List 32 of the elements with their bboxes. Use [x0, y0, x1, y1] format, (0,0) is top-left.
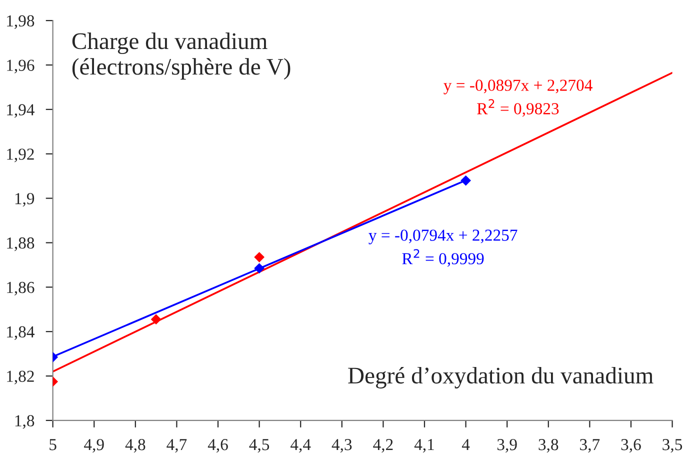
x-tick-label: 3,9	[497, 439, 517, 453]
x-tick-label: 4,6	[208, 439, 228, 453]
x-tick-label: 3,6	[621, 439, 641, 453]
y-tick-label: 1,84	[7, 326, 35, 340]
y-tick-label: 1,98	[7, 15, 34, 29]
x-tick-label: 3,5	[662, 439, 682, 453]
y-tick-label: 1,8	[15, 415, 34, 429]
x-tick-label: 5	[50, 439, 56, 450]
x-tick-label: 4,8	[125, 438, 146, 453]
y-tick-label: 1,94	[7, 104, 35, 118]
x-tick-label: 4,2	[373, 439, 393, 453]
y-tick-label: 1,88	[7, 237, 34, 252]
x-tick-label: 3,8	[538, 438, 558, 453]
y-tick-label: 1,86	[7, 282, 34, 296]
x-tick-label: 4,1	[414, 439, 434, 453]
y-tick-label: 1,92	[7, 148, 34, 162]
point	[254, 263, 265, 274]
y-axis-title: Charge du vanadium (électrons/sphère de V)	[72, 32, 290, 80]
annotation: y = -0,0897x + 2,2704 R$^{2}$ = 0,9823	[444, 80, 592, 117]
x-tick-label: 4,9	[84, 439, 104, 453]
x-tick-label: 4,3	[332, 439, 352, 453]
y-tick-label: 1,82	[7, 370, 34, 384]
x-tick-label: 4,5	[249, 439, 270, 453]
point	[254, 252, 265, 262]
y-tick-label: 1,9	[15, 193, 34, 207]
x-tick-label: 4	[462, 439, 470, 450]
x-tick-label: 4,7	[166, 439, 187, 453]
x-axis-title: Degré d’oxydation du vanadium	[348, 366, 654, 388]
y-tick-label: 1,96	[7, 60, 34, 74]
x-tick-label: 4,4	[290, 439, 311, 453]
annotation: y = -0,0794x + 2,2257 R$^{2}$ = 0,9999	[368, 230, 518, 267]
x-tick-label: 3,7	[580, 439, 600, 453]
